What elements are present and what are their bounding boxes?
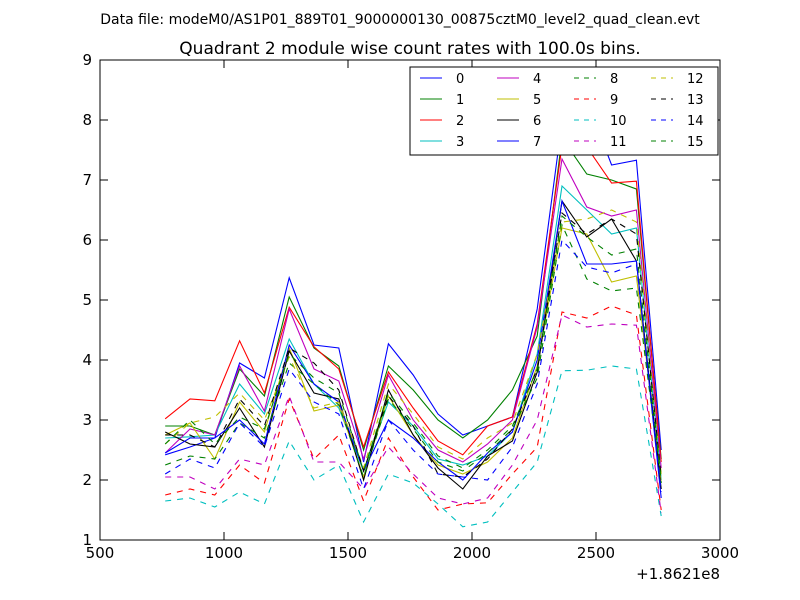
legend-label-0: 0 bbox=[456, 72, 464, 87]
plot-frame bbox=[99, 59, 721, 541]
legend-label-15: 15 bbox=[687, 135, 704, 150]
series-line-2 bbox=[164, 145, 662, 463]
series-line-15 bbox=[164, 214, 662, 481]
y-tick-label: 4 bbox=[82, 351, 92, 369]
series-line-10 bbox=[165, 365, 662, 528]
series-line-13 bbox=[165, 211, 662, 478]
y-tick-label: 9 bbox=[82, 51, 92, 69]
legend-label-10: 10 bbox=[610, 114, 627, 129]
series-line-5 bbox=[164, 227, 662, 484]
x-offset-label: +1.8621e8 bbox=[636, 565, 720, 583]
legend-label-11: 11 bbox=[610, 135, 627, 150]
series-line-14 bbox=[164, 238, 662, 493]
y-tick-label: 5 bbox=[82, 291, 92, 309]
figure-suptitle: Data file: modeM0/AS1P01_889T01_90000001… bbox=[100, 12, 700, 28]
legend-label-4: 4 bbox=[533, 72, 541, 87]
legend-label-13: 13 bbox=[687, 93, 704, 108]
x-tick-label: 1000 bbox=[205, 544, 243, 562]
x-tick-label: 2500 bbox=[577, 544, 615, 562]
series-line-11 bbox=[165, 314, 662, 514]
x-tick-label: 500 bbox=[86, 544, 115, 562]
y-tick-label: 1 bbox=[82, 531, 92, 549]
series-line-12 bbox=[164, 209, 662, 475]
legend-box bbox=[409, 66, 719, 156]
legend-label-12: 12 bbox=[687, 72, 704, 87]
legend-label-2: 2 bbox=[456, 114, 464, 129]
series-line-1 bbox=[165, 136, 662, 460]
legend-label-8: 8 bbox=[610, 72, 618, 87]
series-lines bbox=[164, 99, 662, 528]
legend-label-1: 1 bbox=[456, 93, 464, 108]
chart-title: Quadrant 2 module wise count rates with … bbox=[179, 39, 640, 59]
legend-label-3: 3 bbox=[456, 135, 464, 150]
x-tick-label: 2000 bbox=[453, 544, 491, 562]
y-tick-label: 6 bbox=[82, 231, 92, 249]
series-line-6 bbox=[164, 199, 662, 490]
legend-label-9: 9 bbox=[610, 93, 618, 108]
legend-label-14: 14 bbox=[687, 114, 704, 129]
series-line-4 bbox=[164, 157, 662, 469]
y-tick-label: 3 bbox=[82, 411, 92, 429]
legend-label-6: 6 bbox=[533, 114, 541, 129]
x-tick-label: 3000 bbox=[701, 544, 739, 562]
legend-label-5: 5 bbox=[533, 93, 541, 108]
series-line-9 bbox=[165, 305, 662, 511]
y-tick-label: 7 bbox=[82, 171, 92, 189]
y-tick-label: 2 bbox=[82, 471, 92, 489]
legend-label-7: 7 bbox=[533, 135, 541, 150]
y-tick-label: 8 bbox=[82, 111, 92, 129]
x-tick-label: 1500 bbox=[329, 544, 367, 562]
series-line-7 bbox=[164, 198, 662, 499]
